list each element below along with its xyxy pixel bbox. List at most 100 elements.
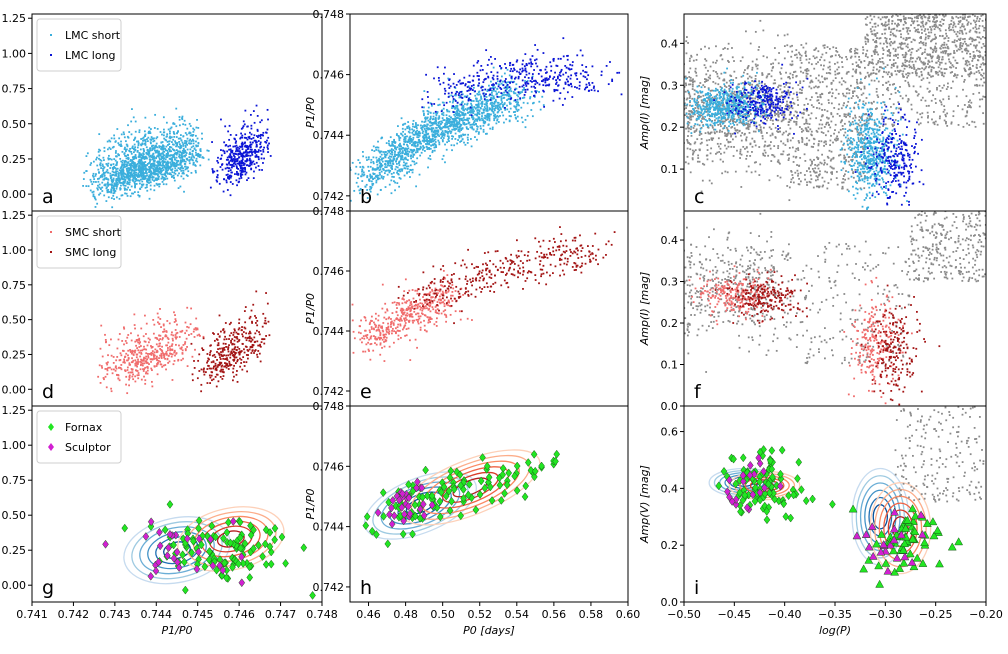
data-point: [552, 59, 555, 62]
data-point: [122, 168, 125, 171]
data-point: [133, 155, 135, 158]
data-point: [866, 71, 869, 74]
data-point: [789, 72, 792, 75]
data-point: [958, 48, 961, 51]
data-point: [242, 170, 245, 173]
data-point: [129, 176, 132, 178]
data-point: [262, 162, 264, 164]
data-point: [241, 136, 244, 139]
data-point: [170, 150, 173, 153]
data-point: [497, 104, 500, 107]
data-point: [754, 144, 757, 147]
legend-box: [36, 18, 122, 72]
data-point: [105, 177, 108, 179]
data-point: [500, 97, 503, 100]
data-point: [108, 139, 111, 142]
data-point: [169, 161, 172, 164]
data-point: [149, 155, 152, 158]
data-point: [950, 19, 953, 22]
data-point: [916, 94, 919, 97]
data-point: [144, 157, 147, 160]
data-point: [777, 111, 780, 114]
data-point: [130, 150, 133, 153]
data-point: [190, 142, 193, 145]
y-tick-label: 0.50: [2, 118, 27, 131]
data-point: [390, 192, 393, 195]
data-point: [162, 131, 165, 134]
data-point: [754, 63, 757, 66]
data-point: [235, 150, 237, 153]
data-point: [786, 33, 789, 36]
data-point: [404, 147, 407, 150]
data-point: [437, 98, 440, 101]
data-point: [691, 153, 694, 156]
data-point: [515, 101, 517, 103]
data-point: [545, 77, 548, 80]
data-point: [409, 139, 412, 142]
data-point: [494, 105, 497, 107]
data-point: [898, 42, 901, 45]
data-point: [787, 134, 790, 137]
data-point: [748, 114, 750, 117]
data-point: [166, 177, 169, 180]
data-point: [820, 131, 823, 134]
data-point: [921, 52, 924, 54]
data-point: [410, 154, 413, 157]
data-point: [403, 140, 406, 143]
data-point: [877, 70, 880, 73]
data-point: [142, 172, 145, 175]
data-point: [688, 121, 691, 124]
data-point: [229, 153, 232, 156]
data-point: [877, 53, 879, 56]
data-point: [184, 144, 187, 147]
data-point: [819, 93, 822, 96]
data-point: [376, 175, 378, 177]
data-point: [823, 163, 825, 166]
data-point: [408, 140, 411, 143]
data-point: [423, 90, 426, 92]
data-point: [416, 145, 419, 147]
data-point: [426, 123, 429, 126]
data-point: [126, 170, 129, 173]
data-point: [187, 170, 190, 173]
data-point: [950, 28, 952, 31]
data-point: [892, 64, 895, 67]
data-point: [158, 157, 161, 160]
data-point: [427, 96, 429, 98]
data-point: [176, 163, 179, 166]
data-point: [357, 177, 359, 179]
data-point: [112, 173, 115, 176]
data-point: [118, 143, 121, 146]
data-point: [522, 101, 525, 104]
data-point: [974, 55, 977, 57]
data-point: [442, 126, 445, 129]
data-point: [567, 80, 569, 83]
data-point: [474, 113, 476, 116]
data-point: [149, 164, 152, 167]
data-point: [162, 148, 165, 151]
data-point: [406, 145, 409, 148]
data-point: [158, 146, 161, 149]
data-point: [469, 123, 472, 126]
data-point: [542, 84, 545, 87]
data-point: [111, 181, 114, 184]
data-point: [434, 122, 436, 125]
data-point: [435, 122, 437, 125]
data-point: [188, 142, 190, 145]
data-point: [906, 60, 908, 62]
data-point: [723, 90, 726, 93]
data-point: [456, 117, 459, 119]
data-point: [119, 157, 122, 160]
data-point: [817, 127, 820, 130]
data-point: [721, 58, 724, 61]
data-point: [148, 166, 150, 168]
data-point: [549, 61, 552, 64]
data-point: [831, 92, 834, 95]
data-point: [821, 153, 824, 156]
data-point: [162, 183, 165, 186]
data-point: [393, 153, 396, 156]
data-point: [201, 156, 204, 158]
data-point: [152, 153, 155, 155]
data-point: [476, 111, 479, 114]
data-point: [485, 104, 488, 106]
